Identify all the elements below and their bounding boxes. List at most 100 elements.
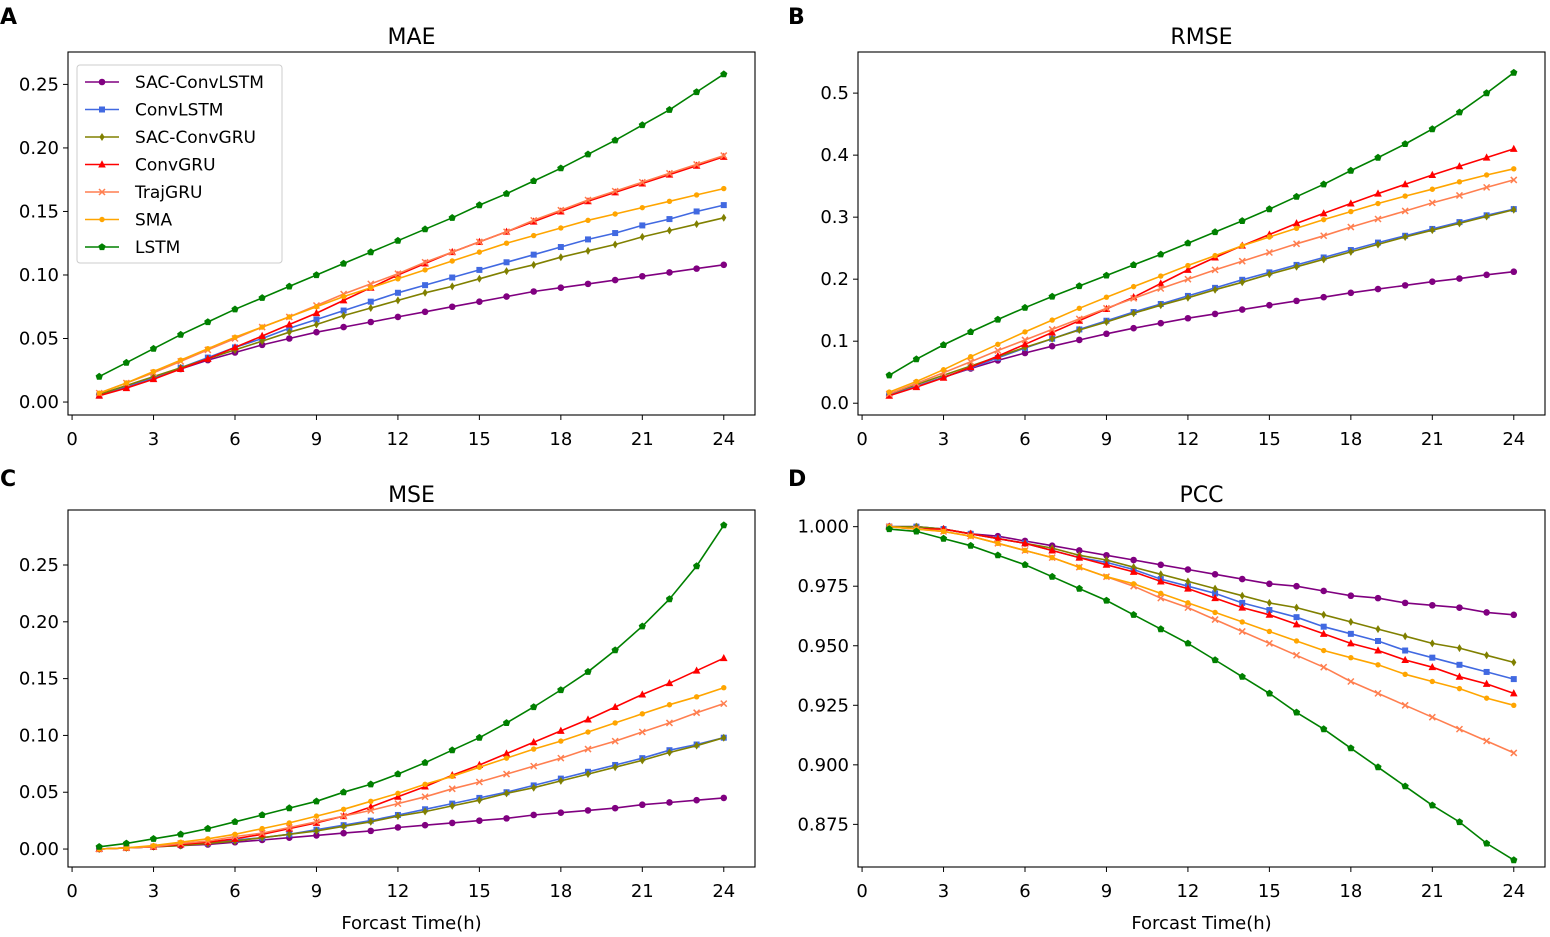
data-point [693,265,700,272]
data-point [721,685,727,691]
panel-letter: B [788,5,805,30]
data-point [1375,637,1382,644]
data-point [1320,663,1328,671]
data-point [1401,701,1409,709]
data-point [421,758,429,766]
data-point [967,358,975,366]
data-point [1455,725,1463,733]
data-point [1211,593,1219,602]
data-point [665,106,674,113]
legend-marker [98,243,106,251]
data-point [1509,144,1518,152]
data-point [1022,329,1028,335]
data-point [1320,725,1328,733]
data-point [476,796,482,805]
data-point [394,289,401,296]
y-tick-label: 0.20 [19,612,59,633]
data-point [720,70,728,78]
data-point [1428,713,1436,721]
data-point [531,260,537,269]
data-point [95,372,103,380]
data-point [612,763,618,772]
data-point [1320,647,1327,654]
data-point [1375,662,1381,668]
data-point [1320,623,1327,630]
data-point [693,694,700,700]
data-point [149,344,158,352]
data-point [1266,234,1273,240]
data-point [1510,749,1518,757]
x-tick-label: 18 [549,881,572,902]
series-sac-convlstm [885,523,1518,619]
legend-marker [98,188,106,196]
series-convlstm [886,206,1517,398]
data-point [1320,216,1327,223]
data-point [1185,293,1191,302]
data-point [721,213,727,222]
data-point [368,798,374,805]
data-point [394,800,402,808]
y-tick-label: 0.1 [820,331,849,352]
data-point [1021,349,1029,357]
x-tick-label: 0 [856,429,867,450]
data-point [503,770,511,778]
series-lstm [885,68,1518,379]
data-point [123,845,130,851]
data-point [1510,676,1517,683]
data-point [1130,294,1138,302]
series-convlstm [96,202,727,399]
data-point [1048,342,1056,350]
data-point [558,253,564,262]
data-point [1482,679,1491,687]
data-point [666,216,673,223]
x-tick-label: 0 [66,881,77,902]
data-point [966,363,975,371]
data-point [1184,566,1192,573]
data-point [558,738,564,744]
data-point [1211,571,1219,578]
series-line [98,187,724,394]
data-point [557,726,565,734]
data-point [177,830,185,838]
data-point [1347,630,1354,637]
data-point [449,274,456,281]
series-line [889,525,1515,695]
y-tick-label: 0.5 [820,83,849,104]
data-point [1455,191,1463,199]
data-point [1293,603,1300,612]
data-point [1130,283,1137,290]
data-point [1265,639,1273,647]
y-tick-label: 0.875 [797,814,849,835]
data-point [1347,639,1355,647]
data-point [1157,284,1165,293]
series-line [99,657,725,850]
data-point [912,527,920,535]
data-point [666,799,673,806]
panel-D: D PCC 0 3 6 9 12 15 18 21 24 0.875 0.900 0.925 0.950 0.… [788,467,1546,934]
data-point [1293,638,1300,644]
series-line [888,148,1515,397]
data-point [584,668,592,675]
data-point [1049,554,1055,561]
data-point [1266,598,1272,607]
x-tick-label: 15 [468,881,491,902]
series-convgru [885,144,1518,399]
data-point [612,240,618,249]
data-point [1239,242,1245,249]
data-point [475,733,483,741]
data-point [1130,324,1137,332]
data-point [1429,186,1436,192]
data-point [1483,172,1490,178]
data-point [367,780,375,788]
x-tick-label: 9 [311,881,322,902]
data-point [395,276,401,282]
data-point [1348,208,1354,215]
data-point [1075,584,1083,592]
data-point [557,164,565,172]
data-point [285,282,293,290]
data-point [503,293,510,300]
data-point [1429,601,1436,609]
data-point [259,337,265,346]
data-point [639,756,645,765]
data-point [421,793,429,801]
